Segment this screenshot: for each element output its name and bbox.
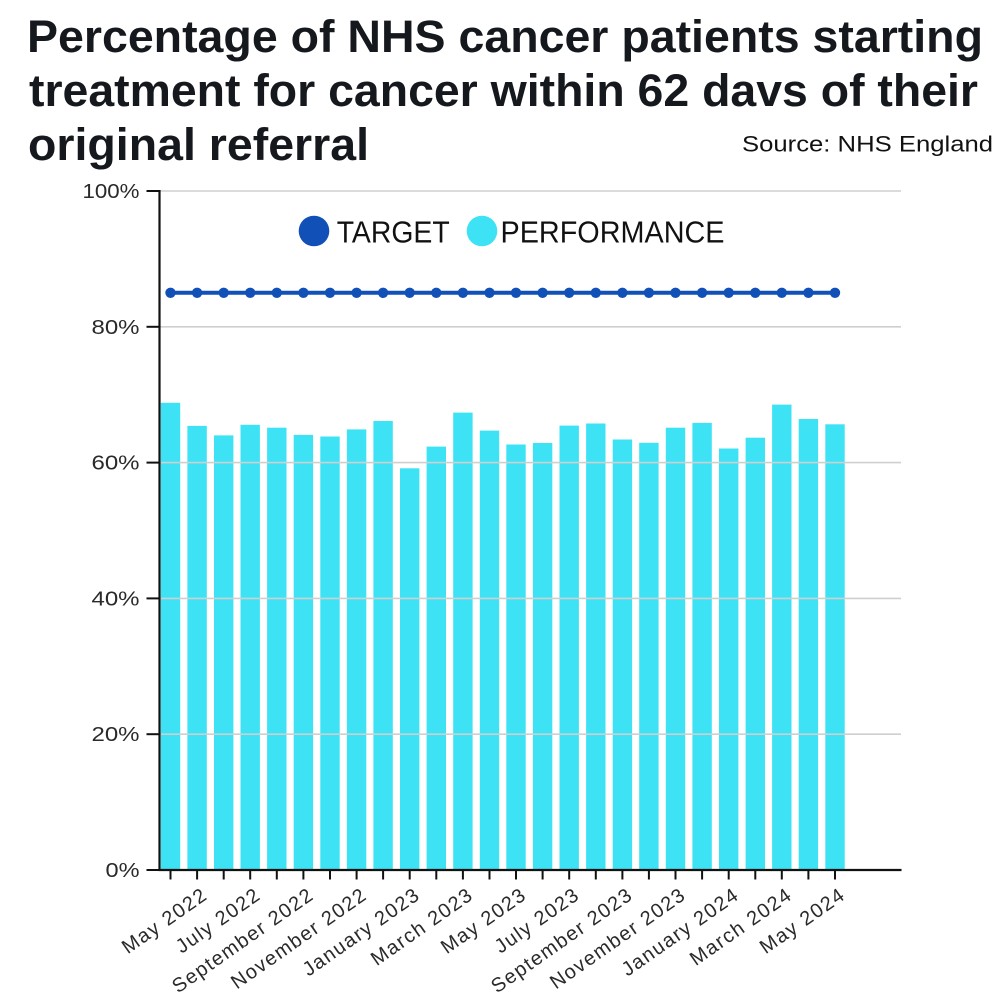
svg-text:PERFORMANCE: PERFORMANCE	[501, 214, 725, 249]
svg-text:Source: NHS England: Source: NHS England	[742, 132, 993, 157]
svg-text:40%: 40%	[92, 588, 140, 610]
svg-text:60%: 60%	[92, 453, 140, 475]
svg-text:0%: 0%	[106, 860, 140, 882]
svg-text:Percentage of NHS cancer patie: Percentage of NHS cancer patients starti…	[27, 11, 983, 62]
svg-text:treatment for cancer within 62: treatment for cancer within 62 davs of t…	[29, 65, 978, 116]
svg-text:100%: 100%	[83, 181, 140, 203]
svg-text:80%: 80%	[92, 317, 140, 339]
svg-text:original referral: original referral	[28, 119, 369, 170]
svg-text:TARGET: TARGET	[337, 214, 450, 249]
svg-text:20%: 20%	[92, 724, 140, 746]
